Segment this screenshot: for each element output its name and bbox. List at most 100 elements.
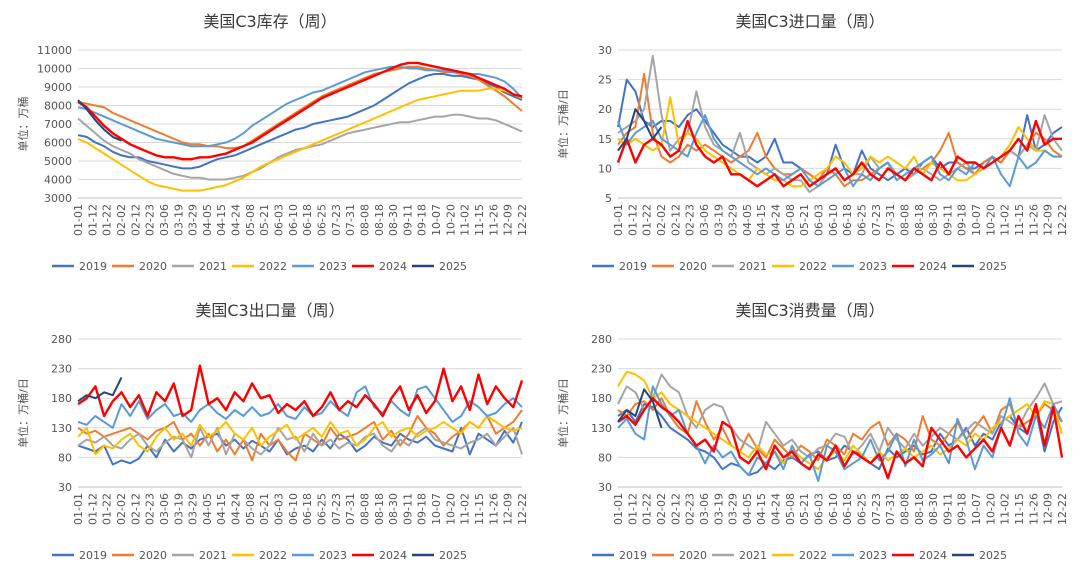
legend-label: 2022 bbox=[799, 260, 827, 273]
x-tick-label: 01-01 bbox=[612, 204, 625, 236]
y-tick-label: 80 bbox=[598, 451, 612, 464]
x-tick-label: 08-30 bbox=[387, 493, 400, 525]
x-tick-label: 01-22 bbox=[641, 493, 654, 525]
y-tick-label: 6000 bbox=[44, 137, 72, 150]
y-tick-label: 11000 bbox=[37, 44, 72, 57]
x-tick-label: 03-06 bbox=[698, 493, 711, 525]
x-tick-label: 06-18 bbox=[301, 493, 314, 525]
y-tick-label: 230 bbox=[51, 363, 72, 376]
x-tick-label: 01-12 bbox=[86, 204, 99, 236]
legend-label: 2024 bbox=[919, 549, 947, 562]
x-tick-label: 07-31 bbox=[884, 204, 897, 236]
x-tick-label: 05-21 bbox=[258, 204, 271, 236]
legend-label: 2024 bbox=[919, 260, 947, 273]
legend-label: 2025 bbox=[439, 260, 467, 273]
legend-label: 2020 bbox=[679, 549, 707, 562]
x-tick-label: 03-19 bbox=[172, 204, 185, 236]
x-tick-label: 04-15 bbox=[215, 493, 228, 525]
x-tick-label: 06-10 bbox=[287, 493, 300, 525]
y-tick-label: 5000 bbox=[44, 155, 72, 168]
x-tick-label: 06-25 bbox=[315, 204, 328, 236]
x-tick-label: 08-08 bbox=[898, 204, 911, 236]
y-tick-label: 130 bbox=[591, 422, 612, 435]
x-tick-label: 12-09 bbox=[502, 493, 515, 525]
series-line-2024 bbox=[617, 396, 1064, 480]
legend-label: 2020 bbox=[139, 260, 167, 273]
exports-chart-panel: 美国C3出口量（周） 单位：万桶/日 30 80 130 180 230 280 01-01 01… bbox=[0, 289, 540, 577]
y-axis-label: 单位：万桶/日 bbox=[16, 378, 30, 448]
x-tick-label: 03-19 bbox=[712, 493, 725, 525]
x-tick-label: 05-21 bbox=[798, 204, 811, 236]
legend-label: 2021 bbox=[199, 260, 227, 273]
x-tick-label: 09-18 bbox=[416, 204, 429, 236]
y-tick-label: 3000 bbox=[44, 192, 72, 205]
legend-label: 2022 bbox=[799, 549, 827, 562]
x-tick-label: 11-15 bbox=[1013, 493, 1026, 525]
x-tick-label: 06-03 bbox=[813, 204, 826, 236]
x-tick-label: 04-15 bbox=[755, 204, 768, 236]
legend-label: 2025 bbox=[979, 549, 1007, 562]
x-tick-label: 05-08 bbox=[784, 493, 797, 525]
y-tick-label: 25 bbox=[598, 74, 612, 87]
x-tick-label: 01-22 bbox=[641, 204, 654, 236]
x-tick-label: 01-12 bbox=[626, 204, 639, 236]
series-line-2020 bbox=[617, 72, 1063, 188]
legend-label: 2021 bbox=[739, 549, 767, 562]
legend-label: 2019 bbox=[619, 260, 647, 273]
series-line-2022 bbox=[77, 87, 523, 192]
y-tick-label: 20 bbox=[598, 103, 612, 116]
legend-label: 2022 bbox=[259, 549, 287, 562]
x-tick-label: 08-08 bbox=[898, 493, 911, 525]
x-tick-label: 01-12 bbox=[86, 493, 99, 525]
y-tick-label: 15 bbox=[598, 133, 612, 146]
x-tick-label: 02-12 bbox=[669, 493, 682, 525]
x-tick-label: 08-18 bbox=[913, 493, 926, 525]
x-tick-label: 04-15 bbox=[215, 204, 228, 236]
x-tick-label: 09-18 bbox=[956, 204, 969, 236]
x-tick-label: 06-18 bbox=[301, 204, 314, 236]
y-tick-label: 280 bbox=[51, 333, 72, 346]
x-tick-label: 03-06 bbox=[158, 493, 171, 525]
chart-title: 美国C3消费量（周） bbox=[735, 301, 884, 320]
x-tick-label: 04-24 bbox=[770, 493, 783, 525]
x-tick-label: 06-10 bbox=[827, 204, 840, 236]
legend-label: 2023 bbox=[319, 549, 347, 562]
x-tick-label: 11-02 bbox=[459, 493, 472, 525]
x-tick-label: 01-01 bbox=[72, 204, 85, 236]
x-tick-label: 02-23 bbox=[684, 493, 697, 525]
chart-title: 美国C3进口量（周） bbox=[735, 12, 884, 31]
y-tick-label: 8000 bbox=[44, 100, 72, 113]
x-tick-label: 04-05 bbox=[201, 204, 214, 236]
y-tick-label: 5 bbox=[605, 192, 612, 205]
x-tick-label: 07-23 bbox=[870, 204, 883, 236]
x-tick-label: 06-25 bbox=[855, 493, 868, 525]
legend-label: 2025 bbox=[979, 260, 1007, 273]
x-tick-label: 02-12 bbox=[669, 204, 682, 236]
legend-label: 2019 bbox=[79, 260, 107, 273]
legend-label: 2024 bbox=[379, 549, 407, 562]
y-tick-label: 230 bbox=[591, 363, 612, 376]
x-tick-label: 10-20 bbox=[984, 204, 997, 236]
series-line-2019 bbox=[77, 73, 523, 170]
legend-label: 2021 bbox=[199, 549, 227, 562]
series-line-2025 bbox=[617, 108, 663, 152]
legend-label: 2019 bbox=[79, 549, 107, 562]
series-line-2021 bbox=[77, 426, 523, 459]
x-tick-label: 02-02 bbox=[115, 493, 128, 525]
x-tick-label: 04-15 bbox=[755, 493, 768, 525]
chart-title: 美国C3出口量（周） bbox=[195, 301, 344, 320]
x-tick-label: 04-24 bbox=[230, 204, 243, 236]
y-tick-label: 4000 bbox=[44, 174, 72, 187]
imports-chart-panel: 美国C3进口量（周） 单位：万桶/日 5 10 15 20 25 30 01-01 01-12 01… bbox=[540, 0, 1080, 288]
series-line-2025 bbox=[617, 388, 663, 429]
x-tick-label: 02-02 bbox=[115, 204, 128, 236]
x-tick-label: 06-10 bbox=[287, 204, 300, 236]
x-tick-label: 09-11 bbox=[401, 204, 414, 236]
x-tick-label: 07-23 bbox=[330, 204, 343, 236]
legend-label: 2023 bbox=[859, 549, 887, 562]
x-tick-label: 08-18 bbox=[913, 204, 926, 236]
x-tick-label: 12-09 bbox=[1042, 493, 1055, 525]
x-tick-label: 06-03 bbox=[273, 493, 286, 525]
x-tick-label: 06-10 bbox=[827, 493, 840, 525]
